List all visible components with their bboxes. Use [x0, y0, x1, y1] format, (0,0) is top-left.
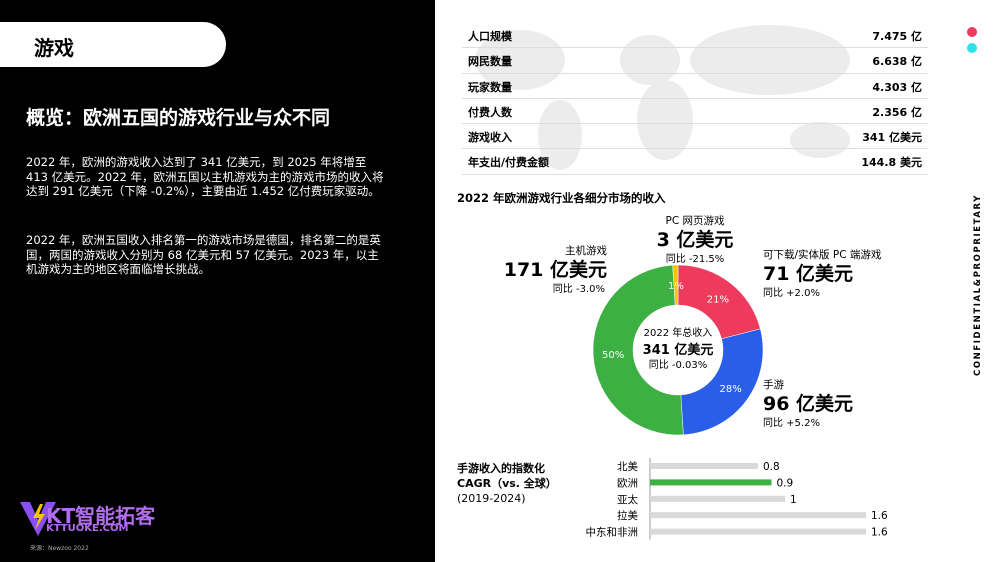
segment-name: 主机游戏: [565, 244, 607, 257]
segment-revenue: 3 亿美元: [657, 228, 734, 251]
row-label: 付费人数: [468, 105, 512, 119]
table-row: 游戏收入 341 亿美元: [462, 124, 928, 150]
segment-change: 同比 +2.0%: [763, 287, 820, 299]
bar: [650, 512, 866, 519]
value-label: 0.9: [777, 477, 794, 489]
tab: 游戏: [0, 22, 226, 67]
chart-title: (2019-2024): [457, 492, 526, 505]
row-label: 年支出/付费金额: [468, 156, 550, 170]
slide-title: 概览：欧洲五国的游戏行业与众不同: [26, 107, 331, 129]
center-label: 2022 年总收入: [644, 326, 713, 339]
segment-change: 同比 -3.0%: [553, 283, 605, 295]
tab-label: 游戏: [34, 36, 74, 60]
row-value: 7.475 亿: [872, 30, 922, 43]
chart-title: CAGR（vs. 全球）: [457, 476, 557, 490]
row-value: 144.8 美元: [861, 156, 922, 170]
table-row: 人口规模 7.475 亿: [462, 23, 928, 49]
bar: [650, 463, 758, 469]
chart-title: 手游收入的指数化: [457, 461, 545, 475]
segment-name: PC 网页游戏: [665, 214, 725, 227]
dot: [967, 27, 977, 37]
category-label: 欧洲: [617, 477, 638, 489]
row-label: 人口规模: [468, 30, 512, 43]
row-label: 游戏收入: [468, 131, 512, 145]
row-value: 341 亿美元: [862, 131, 922, 145]
paragraph: 2022 年，欧洲的游戏收入达到了 341 亿美元，到 2025 年将增至 41…: [26, 155, 384, 198]
segment-change: 同比 -21.5%: [666, 253, 725, 265]
category-label: 北美: [617, 460, 638, 473]
value-label: 1.6: [871, 510, 888, 522]
stats-table: 人口规模 7.475 亿网民数量 6.638 亿玩家数量 4.303 亿付费人数 2.3…: [462, 23, 928, 175]
table-row: 网民数量 6.638 亿: [462, 48, 928, 74]
row-value: 4.303 亿: [872, 80, 922, 94]
table-row: 付费人数 2.356 亿: [462, 99, 928, 125]
segment-name: 手游: [763, 378, 784, 391]
donut-segment: [680, 328, 764, 436]
segment-revenue: 96 亿美元: [763, 392, 853, 415]
side-label: CONFIDENTIAL&PROPRIETARY: [973, 194, 983, 376]
center-change: 同比 -0.03%: [649, 359, 708, 371]
value-label: 50%: [602, 350, 624, 361]
paragraph: 2022 年，欧洲五国收入排名第一的游戏市场是德国，排名第二的是英国，两国的游戏…: [26, 233, 381, 276]
table-row: 玩家数量 4.303 亿: [462, 74, 928, 99]
world-map: [475, 25, 850, 170]
segment-name: 可下载/实体版 PC 端游戏: [763, 248, 882, 261]
source: 来源：Newzoo 2022: [30, 545, 89, 552]
row-label: 玩家数量: [468, 80, 512, 94]
segment-change: 同比 +5.2%: [763, 417, 820, 429]
segment-revenue: 171 亿美元: [504, 258, 607, 281]
segment-revenue: 71 亿美元: [763, 262, 853, 285]
bar: [650, 528, 866, 535]
category-label: 中东和非洲: [586, 526, 639, 539]
donut-segment: [592, 264, 684, 436]
value-label: 21%: [707, 295, 729, 306]
value-label: 0.8: [763, 461, 780, 473]
category-label: 亚太: [617, 493, 638, 506]
center-total: 341 亿美元: [643, 342, 714, 358]
dot: [967, 43, 977, 53]
bar: [650, 495, 785, 502]
table-row: 年支出/付费金额 144.8 美元: [462, 149, 928, 175]
row-value: 2.356 亿: [872, 105, 922, 119]
value-label: 28%: [719, 384, 741, 395]
logo-name: KT智能拓客: [46, 504, 156, 528]
value-label: 1: [790, 494, 797, 506]
value-label: 1.6: [871, 527, 888, 539]
row-value: 6.638 亿: [872, 55, 922, 69]
bar: [650, 479, 772, 486]
category-label: 拉美: [617, 509, 638, 522]
logo-url: KTTUOKE.COM: [46, 523, 129, 534]
logo-icon: [20, 502, 56, 536]
row-label: 网民数量: [468, 55, 512, 69]
value-label: 1%: [668, 281, 684, 292]
chart-title: 2022 年欧洲游戏行业各细分市场的收入: [457, 191, 666, 205]
donut-segment: [672, 264, 679, 306]
left-panel: 游戏 概览：欧洲五国的游戏行业与众不同 2022 年，欧洲的游戏收入达到了 34…: [0, 0, 435, 562]
